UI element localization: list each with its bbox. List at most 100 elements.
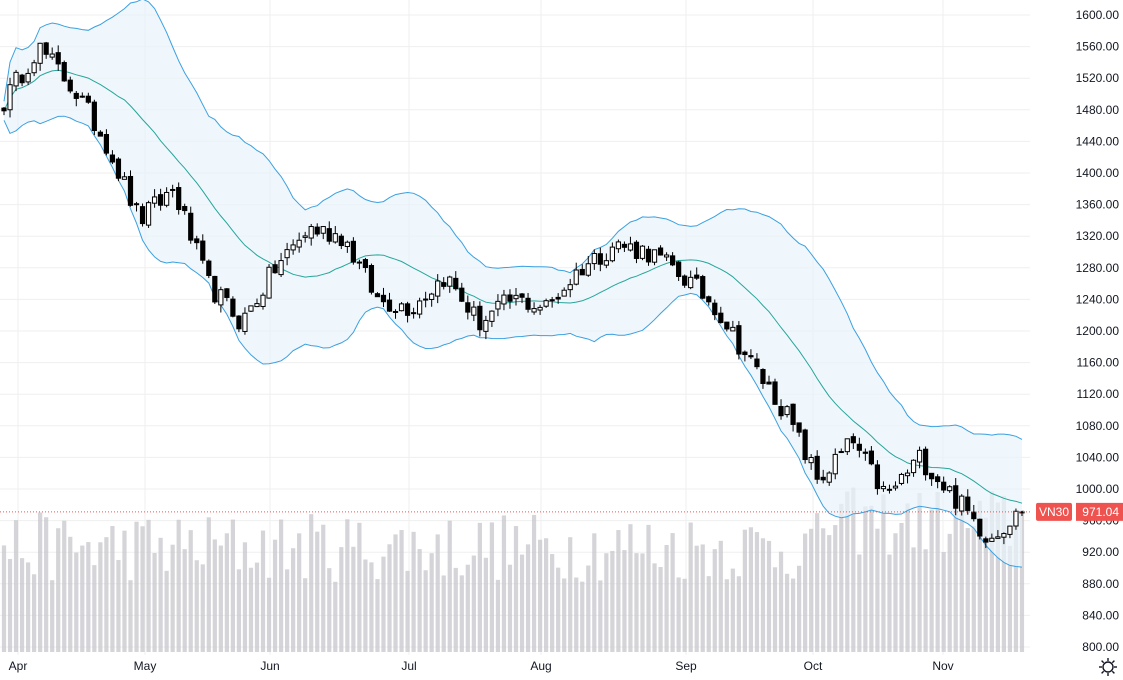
candle-body [724, 321, 730, 330]
volume-bar [351, 546, 356, 652]
volume-bar [905, 503, 910, 652]
candle-body [194, 238, 200, 244]
volume-bar [357, 522, 362, 652]
candle-body [651, 249, 658, 263]
candle-body [814, 455, 820, 480]
candle-body [700, 276, 706, 299]
volume-bar [537, 539, 543, 652]
candle-body [284, 249, 290, 259]
volume-bar [652, 563, 657, 652]
price-tick-label: 1320.00 [1076, 229, 1120, 243]
candle-body [19, 74, 25, 84]
bollinger-upper-band [3, 0, 1023, 440]
volume-bar [875, 528, 880, 652]
candle-body [561, 289, 567, 297]
volume-bar [965, 528, 970, 652]
volume-bar [935, 492, 940, 652]
candle-body [959, 495, 965, 512]
volume-bar [13, 520, 19, 652]
candle-body [573, 269, 579, 285]
volume-bar [1019, 510, 1025, 652]
candle-body [176, 187, 182, 211]
volume-bar [574, 577, 579, 652]
volume-bar [369, 562, 374, 652]
candle-body [501, 294, 507, 305]
volume-bar [694, 545, 699, 652]
candle-body [904, 472, 911, 477]
bollinger-band-fill [4, 0, 1022, 568]
candle-body [182, 206, 188, 212]
volume-bar [224, 533, 229, 652]
candle-body [862, 451, 868, 454]
volume-bar [616, 530, 621, 652]
volume-bar [796, 565, 802, 652]
volume-bar [784, 573, 790, 652]
volume-bar [628, 524, 633, 652]
candle-body [278, 260, 284, 276]
volume-bar [321, 524, 326, 652]
candle-body [657, 247, 664, 256]
price-tick-label: 1560.00 [1076, 40, 1120, 54]
volume-bar [212, 539, 217, 652]
candle-body [826, 472, 832, 483]
volume-bar [477, 522, 482, 652]
candle-body [465, 302, 471, 313]
volume-bar [995, 502, 1000, 652]
volume-bar [803, 533, 808, 652]
price-tick-label: 1080.00 [1076, 419, 1120, 433]
candle-body [549, 299, 555, 302]
candle-body [417, 300, 423, 315]
time-tick-label: Oct [804, 659, 823, 673]
volume-bar [525, 544, 531, 652]
candle-body [338, 235, 344, 247]
candle-body [302, 235, 308, 238]
candle-body [266, 266, 272, 299]
volume-bar [230, 519, 236, 652]
volume-bar [333, 581, 338, 652]
candle-body [471, 306, 477, 316]
time-tick-label: Sep [675, 659, 697, 673]
candle-body [832, 453, 838, 475]
candle-body [531, 308, 537, 313]
volume-bar [893, 533, 898, 652]
volume-bar [736, 576, 741, 652]
price-tick-label: 1440.00 [1076, 134, 1120, 148]
price-axis[interactable]: 1600.00 1560.00 1520.00 1480.00 1440.00 1400.… [1076, 8, 1120, 654]
candle-body [766, 381, 772, 385]
volume-bar [38, 512, 43, 652]
last-price-label-text: 971.04 [1082, 505, 1119, 519]
candle-body [941, 481, 947, 491]
symbol-label-text: VN30 [1039, 505, 1069, 519]
candle-body [477, 305, 483, 331]
gear-icon[interactable] [1099, 658, 1117, 676]
last-price-label-bg [1076, 502, 1123, 521]
candle-body [676, 261, 682, 277]
candle-body [850, 436, 856, 444]
volume-bar [62, 520, 67, 652]
candle-body [206, 260, 212, 276]
volume-bar [92, 565, 97, 652]
price-tick-label: 1120.00 [1077, 387, 1120, 401]
candle-body [248, 305, 254, 312]
candle-body [808, 456, 814, 464]
candles[interactable] [1, 41, 1025, 549]
volume-bar [248, 567, 254, 652]
candle-body [115, 158, 122, 179]
candle-body [796, 422, 802, 433]
volume-bar [242, 542, 248, 652]
volume-bar [50, 580, 55, 652]
candle-body [290, 244, 296, 251]
candle-body [519, 293, 525, 298]
volume-bar [489, 522, 495, 652]
candle-body [31, 62, 37, 74]
candle-body [694, 274, 700, 279]
candle-body [133, 203, 140, 206]
candle-body [410, 312, 417, 315]
bollinger-lower-band [3, 115, 1023, 568]
volume-bar [887, 554, 892, 652]
volume-bar [152, 553, 157, 652]
candle-body [254, 303, 260, 308]
time-axis[interactable]: Apr May Jun Jul Aug Sep Oct Nov [9, 659, 954, 673]
volume-bar [724, 579, 729, 652]
